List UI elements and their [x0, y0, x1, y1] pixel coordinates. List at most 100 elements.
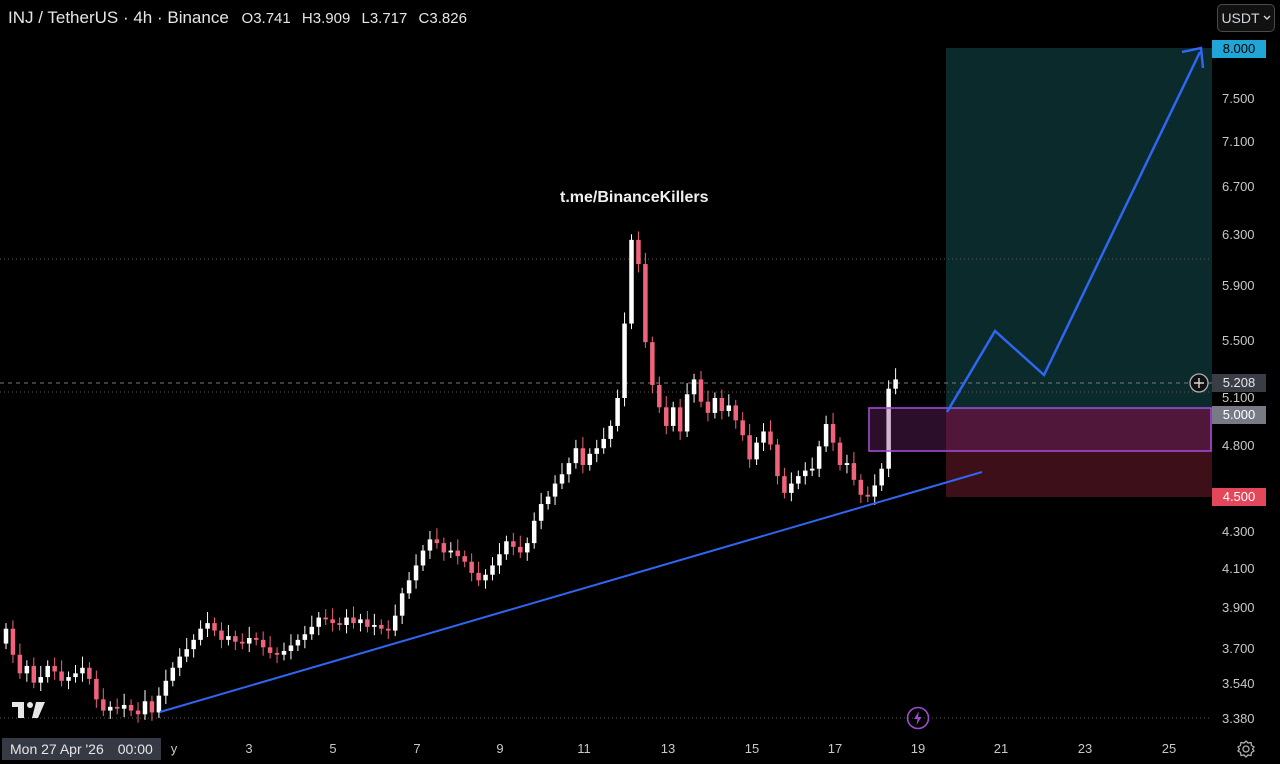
candle-body: [240, 641, 245, 644]
close-value: 3.826: [429, 10, 467, 27]
candle-body: [198, 628, 203, 640]
candle-body: [664, 407, 669, 426]
price-tick-label: 4.800: [1222, 438, 1255, 453]
candle-body: [538, 504, 544, 521]
candle-body: [865, 494, 871, 497]
current-price-label: 5.208: [1212, 374, 1266, 392]
candle-body: [455, 550, 460, 557]
ohlc-values: O3.741 H3.909 L3.717 C3.826: [242, 10, 474, 27]
candle-body: [740, 420, 745, 436]
candle-body: [219, 630, 224, 640]
candle-body: [420, 550, 426, 566]
candle-body: [872, 485, 877, 497]
date-tick-label: 13: [660, 741, 676, 756]
candle-body: [684, 394, 690, 432]
candle-body: [816, 446, 822, 469]
symbol-title[interactable]: INJ / TetherUS · 4h · Binance: [8, 8, 229, 27]
date-tick-label: 17: [827, 741, 843, 756]
candle-body: [879, 468, 884, 486]
crosshair-time: 00:00: [117, 741, 153, 757]
date-tick-label: 11: [577, 741, 591, 756]
open-key: O: [241, 10, 254, 27]
candle-body: [108, 706, 113, 711]
currency-label: USDT: [1221, 10, 1260, 26]
entry-price-label: 5.000: [1212, 406, 1266, 424]
candle-body: [379, 624, 384, 629]
candle-body: [66, 677, 71, 681]
candle-body: [399, 593, 405, 616]
candle-body: [247, 638, 252, 644]
candle-body: [511, 541, 516, 547]
chevron-down-icon: [1263, 15, 1271, 20]
target-price-label: 8.000: [1212, 40, 1266, 58]
candle-body: [441, 543, 447, 553]
high-key: H: [301, 10, 313, 27]
price-tick-label: 7.500: [1222, 91, 1255, 106]
candle-body: [552, 483, 558, 497]
trendline: [159, 471, 983, 713]
candle-body: [149, 701, 155, 713]
candle-body: [650, 342, 655, 385]
candle-body: [775, 444, 780, 477]
stop-price-label: 4.500: [1212, 488, 1266, 506]
settings-gear-icon[interactable]: [1236, 739, 1256, 759]
candle-body: [163, 680, 169, 696]
candle-body: [191, 639, 196, 650]
candle-body: [531, 520, 537, 544]
candle-body: [226, 636, 231, 640]
candle-body: [518, 546, 523, 553]
high-value: 3.909: [312, 10, 351, 27]
candle-body: [184, 649, 189, 657]
candle-body: [24, 665, 30, 674]
candle-body: [858, 479, 864, 495]
candle-body: [38, 677, 43, 683]
crosshair-time-label: Mon 27 Apr '26 00:00: [2, 738, 161, 760]
candle-body: [233, 636, 238, 642]
candle-body: [789, 483, 794, 493]
candle-body: [101, 699, 106, 711]
lightning-bolt-icon[interactable]: [906, 706, 930, 730]
candle-body: [705, 401, 711, 413]
price-tick-label: 4.300: [1222, 524, 1255, 539]
price-tick-label: 5.900: [1222, 278, 1255, 293]
candle-body: [94, 678, 99, 700]
candle-body: [580, 448, 586, 465]
candle-body: [823, 424, 829, 447]
candle-body: [323, 617, 328, 620]
price-tick-label: 5.500: [1222, 333, 1255, 348]
date-tick-label: 15: [744, 741, 760, 756]
date-tick-label: 5: [329, 741, 337, 756]
candle-body: [45, 665, 50, 678]
candle-body: [260, 639, 266, 648]
price-tick-label: 5.100: [1222, 390, 1255, 405]
candle-body: [601, 438, 606, 449]
candle-body: [893, 379, 898, 389]
candle-body: [365, 619, 370, 627]
candle-body: [205, 623, 210, 629]
candle-body: [670, 407, 676, 426]
candle-body: [128, 704, 134, 711]
candle-body: [413, 565, 419, 581]
candle-body: [476, 572, 481, 581]
candle-body: [622, 323, 627, 398]
date-tick-label: 19: [910, 741, 926, 756]
candle-body: [17, 654, 23, 674]
candle-body: [434, 539, 440, 544]
candle-body: [10, 628, 16, 655]
plus-circle-icon[interactable]: [1188, 372, 1210, 394]
candle-body: [31, 665, 37, 683]
candle-body: [344, 617, 349, 625]
candle-body: [629, 239, 634, 324]
candle-body: [253, 638, 259, 640]
date-tick-label: 25: [1161, 741, 1177, 756]
candle-body: [837, 442, 843, 465]
candle-body: [80, 667, 85, 674]
currency-select-button[interactable]: USDT: [1217, 4, 1275, 32]
candle-body: [392, 615, 398, 631]
tradingview-logo-icon[interactable]: [12, 700, 48, 720]
candle-body: [288, 645, 294, 652]
candle-body: [761, 431, 766, 443]
candle-body: [504, 541, 509, 555]
price-tick-label: 3.900: [1222, 600, 1255, 615]
